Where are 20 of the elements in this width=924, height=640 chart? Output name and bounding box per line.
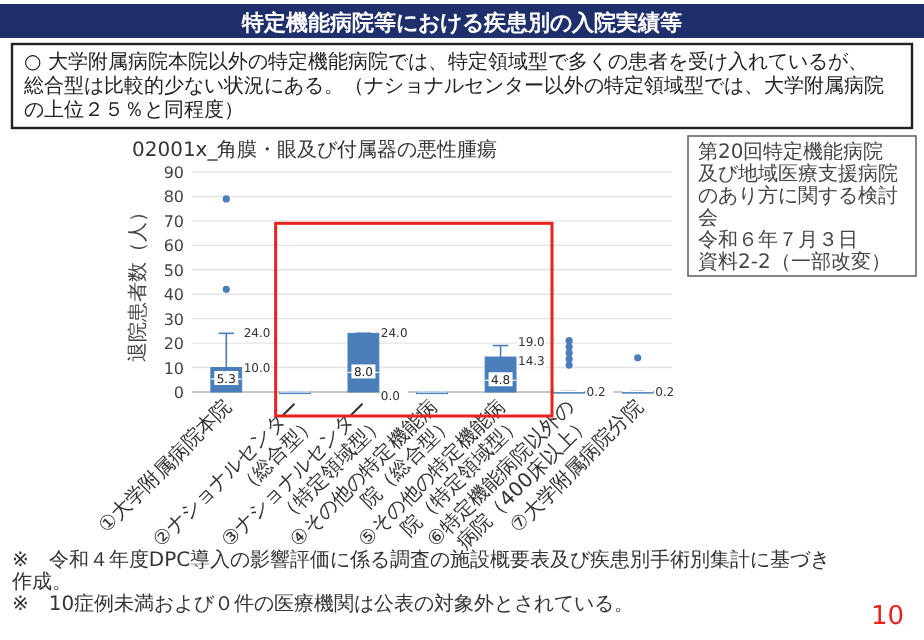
text: 資料2-2（一部改変） <box>698 250 891 274</box>
y-tick-label: 0 <box>173 384 184 402</box>
y-axis-title: 退院患者数（人） <box>126 202 150 362</box>
text: ※ 令和４年度DPC導入の影響評価に係る調査の施設概要表及び疾患別手術別集計に基づき作成。 <box>10 548 831 594</box>
y-tick-label: 70 <box>163 212 184 231</box>
y-tick-label: 40 <box>163 286 184 305</box>
y-tick-label: 10 <box>163 359 184 378</box>
y-tick-label: 30 <box>163 310 184 329</box>
chart-title: 特定機能病院等における疾患別の入院実績等 <box>240 10 682 36</box>
chart-subtitle: 02001x_角膜・眼及び付属器の悪性腫瘍 <box>132 138 498 162</box>
text: 第20回特定機能病院及び地域医療支援病院のあり方に関する検討会 <box>698 140 898 230</box>
y-tick-label: 80 <box>163 188 184 207</box>
y-tick-label: 50 <box>163 261 184 280</box>
y-tick-label: 60 <box>163 237 184 256</box>
text: ※ 10症例未満および０件の医療機関は公表の対象外とされている。 <box>12 592 635 616</box>
text: ○ 大学附属病院本院以外の特定機能病院では、特定領域型で多くの患者を受け入れているが、総合型は比較的少ない状況にある。（ナショナルセンター以外の特定領域型では、大学附属病院の上位２５％と同程度） <box>22 50 884 122</box>
text: 令和６年７月３日 <box>698 228 858 252</box>
text: 10 <box>870 602 904 632</box>
y-tick-label: 20 <box>163 335 184 354</box>
y-tick-label: 90 <box>163 164 184 182</box>
